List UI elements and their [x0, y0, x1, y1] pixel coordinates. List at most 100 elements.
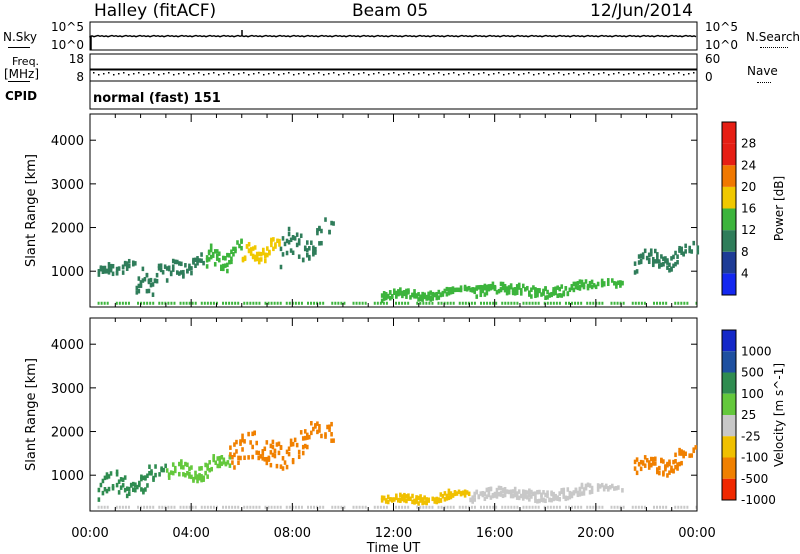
velocity-cell	[210, 466, 213, 472]
velocity-cell	[677, 505, 680, 509]
power-cell	[141, 278, 145, 283]
power-cell	[485, 290, 489, 296]
power-cell	[252, 301, 255, 305]
power-cell	[232, 252, 235, 257]
power-cell	[504, 301, 507, 305]
velocity-cell	[457, 489, 461, 495]
velocity-cell	[340, 505, 343, 509]
velocity-cell	[452, 505, 455, 509]
power-cell	[159, 263, 163, 268]
velocity-cell	[326, 424, 329, 430]
noise-tick-left: 10^5	[51, 20, 84, 34]
velocity-cell	[97, 497, 101, 502]
power-cell	[103, 301, 106, 305]
velocity-cell	[552, 505, 555, 509]
power-cell	[209, 301, 212, 305]
velocity-cell	[483, 491, 487, 497]
velocity-cell	[439, 498, 443, 503]
velocity-cell	[324, 434, 327, 439]
power-cell	[499, 281, 503, 287]
velocity-cell	[222, 460, 226, 465]
velocity-cell	[203, 505, 206, 509]
power-cell	[692, 240, 696, 246]
power-cell	[279, 246, 283, 252]
power-cell	[171, 258, 175, 264]
power-cell	[568, 301, 571, 305]
power-cell	[672, 254, 675, 260]
velocity-cell	[134, 487, 137, 493]
power-cell	[486, 301, 489, 305]
power-cell	[297, 241, 301, 246]
power-cell	[279, 301, 282, 305]
velocity-cell	[115, 472, 119, 477]
beam-title: Beam 05	[352, 1, 429, 21]
power-cell	[149, 282, 153, 288]
power-cell	[169, 270, 173, 276]
power-cell	[232, 246, 235, 252]
nave-dot	[683, 74, 685, 76]
velocity-cell	[390, 498, 394, 503]
velocity-cell	[251, 444, 254, 450]
power-cell	[215, 253, 219, 259]
velocity-cell	[140, 476, 143, 482]
power-cell	[417, 292, 420, 297]
power-cell	[230, 259, 233, 265]
nave-dot	[623, 74, 625, 76]
velocity-cell	[288, 505, 291, 509]
nave-dot	[618, 72, 620, 74]
power-cell	[598, 301, 601, 305]
power-cell	[534, 287, 537, 292]
power-cell	[463, 286, 467, 292]
velocity-cell	[531, 505, 534, 509]
power-cell	[445, 292, 449, 297]
velocity-cell	[662, 472, 665, 477]
velocity-cell	[513, 505, 516, 509]
velocity-cell	[647, 460, 651, 465]
velocity-cell	[267, 457, 271, 462]
velocity-cell	[409, 496, 412, 502]
velocity-cell	[674, 452, 677, 458]
power-cell	[578, 279, 582, 284]
power-cell	[606, 281, 610, 287]
power-cell	[364, 301, 367, 305]
velocity-cell	[441, 494, 445, 499]
power-cell	[423, 293, 426, 299]
nave-dot	[188, 74, 190, 76]
power-cell	[307, 301, 310, 305]
power-cell	[487, 286, 491, 292]
velocity-cell	[125, 486, 129, 491]
power-cell	[501, 301, 504, 305]
nave-dot	[413, 74, 415, 76]
velocity-ytick-label: 4000	[51, 338, 84, 353]
velocity-cell	[115, 469, 119, 475]
velocity-cell	[467, 491, 471, 497]
velocity-cell	[115, 482, 119, 488]
velocity-cell	[616, 505, 619, 509]
velocity-cell	[501, 505, 504, 509]
velocity-cell	[399, 492, 402, 498]
power-cell	[588, 280, 592, 286]
power-cell	[318, 241, 321, 246]
power-cell	[588, 283, 592, 288]
power-cell	[449, 287, 453, 292]
velocity-cell	[522, 505, 525, 509]
power-cell	[429, 290, 433, 295]
power-cell	[274, 242, 277, 247]
power-cell	[121, 301, 124, 305]
power-cell	[439, 292, 443, 297]
power-ytick-label: 3000	[51, 178, 84, 193]
velocity-cell	[303, 435, 307, 441]
velocity-cell	[273, 453, 277, 459]
power-cell	[143, 301, 146, 305]
power-cell	[507, 285, 511, 290]
velocity-cell	[255, 440, 259, 446]
velocity-cell	[392, 497, 396, 502]
velocity-cell	[380, 498, 384, 503]
velocity-cell	[517, 489, 521, 494]
velocity-cell	[577, 505, 580, 509]
velocity-cell	[140, 487, 143, 492]
power-cell	[615, 281, 618, 286]
velocity-cell	[582, 487, 586, 492]
velocity-cell	[162, 467, 165, 473]
nave-dot	[628, 73, 630, 75]
